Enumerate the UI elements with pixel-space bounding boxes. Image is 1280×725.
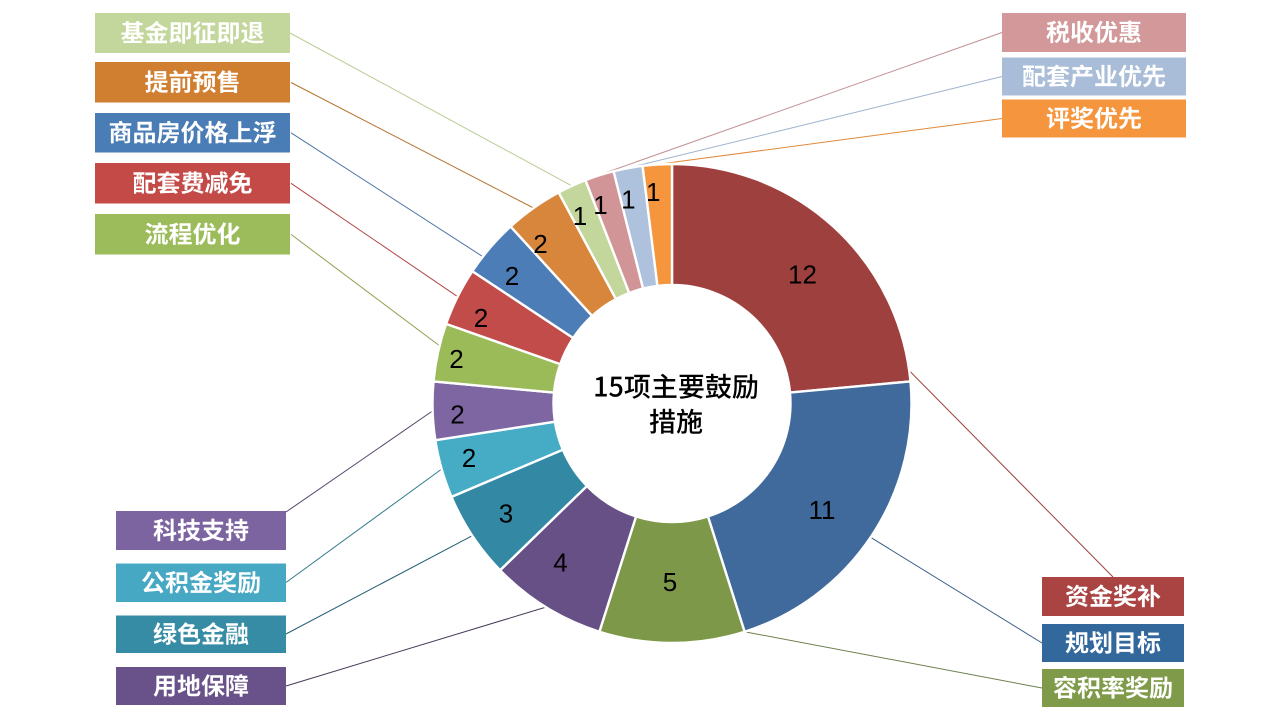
svg-text:1: 1 xyxy=(593,190,607,220)
svg-text:1: 1 xyxy=(621,185,635,215)
svg-text:1: 1 xyxy=(573,201,587,231)
svg-text:3: 3 xyxy=(499,498,513,528)
svg-text:2: 2 xyxy=(505,261,519,291)
svg-text:2: 2 xyxy=(462,443,476,473)
svg-text:2: 2 xyxy=(533,229,547,259)
svg-text:2: 2 xyxy=(474,303,488,333)
svg-text:11: 11 xyxy=(809,495,836,525)
svg-text:2: 2 xyxy=(450,399,464,429)
svg-text:5: 5 xyxy=(663,567,677,597)
svg-text:1: 1 xyxy=(646,177,660,207)
svg-text:4: 4 xyxy=(553,547,567,577)
svg-text:2: 2 xyxy=(449,344,463,374)
svg-text:12: 12 xyxy=(788,259,817,289)
